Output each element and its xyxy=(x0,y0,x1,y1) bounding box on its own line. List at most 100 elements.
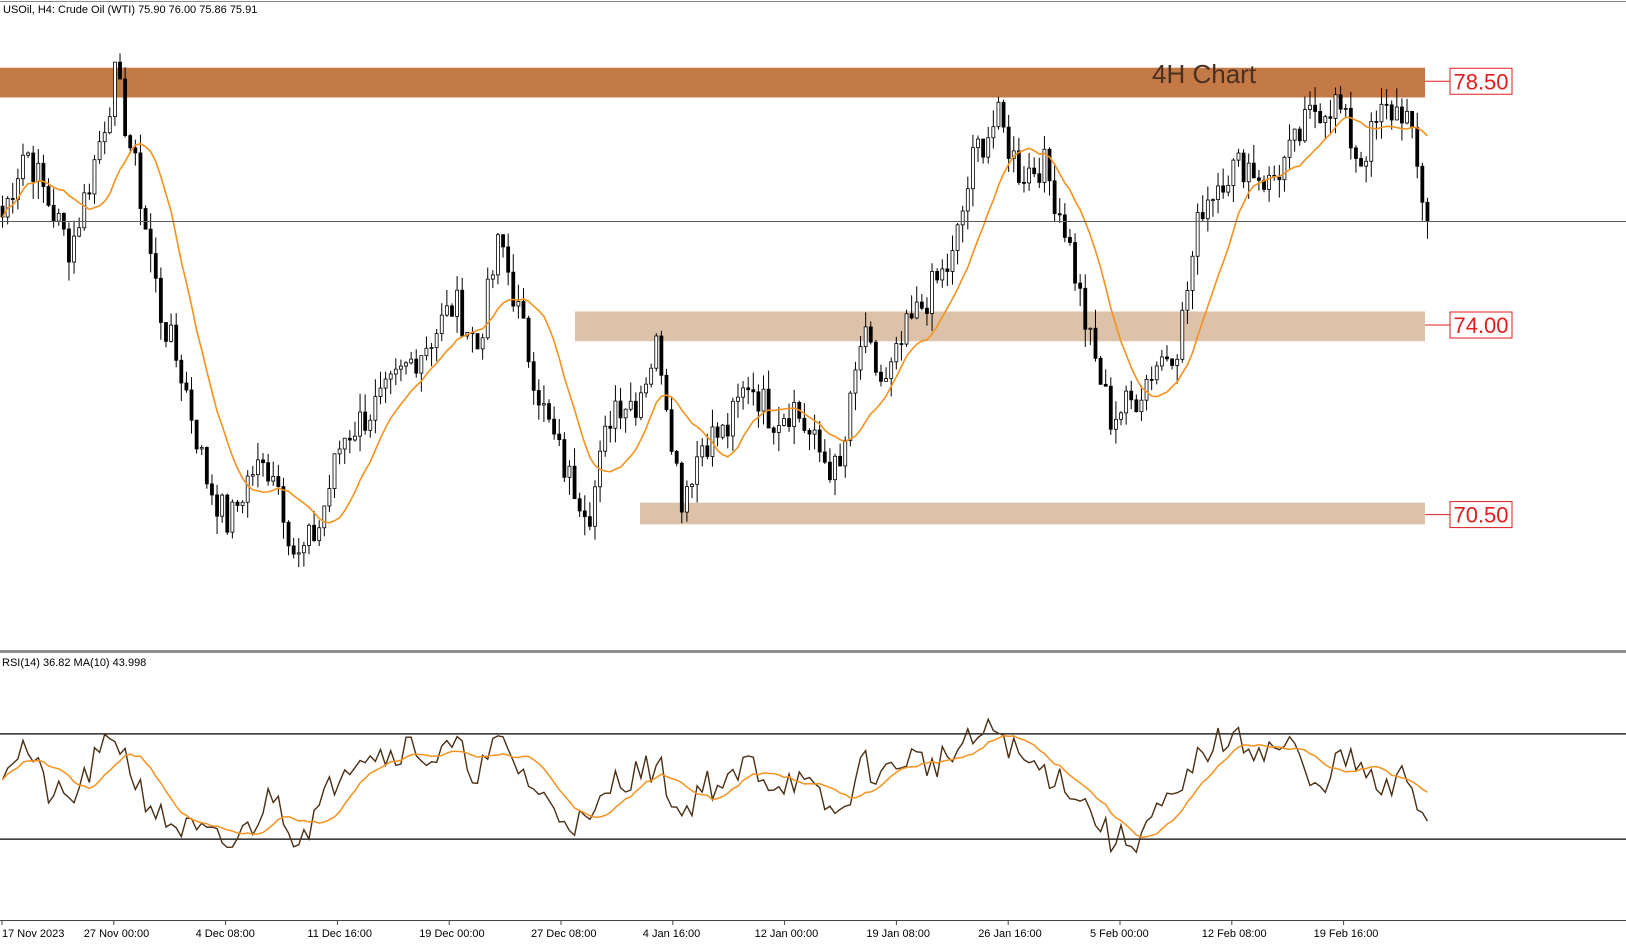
candle-body xyxy=(1114,418,1118,430)
candle-body xyxy=(210,483,214,496)
candle xyxy=(1006,114,1011,172)
candle-body xyxy=(547,403,551,420)
candle xyxy=(1124,385,1129,425)
candle-body xyxy=(429,347,434,349)
candle-body xyxy=(971,147,975,190)
candle-body xyxy=(858,346,863,371)
candle-body xyxy=(1047,148,1052,182)
candle-body xyxy=(991,126,996,139)
candle xyxy=(225,493,230,535)
candle-body xyxy=(1211,199,1215,201)
candle xyxy=(1374,110,1379,140)
candle xyxy=(429,342,434,367)
candle xyxy=(894,336,899,370)
candle-body xyxy=(363,411,368,431)
candle xyxy=(899,331,904,361)
candle xyxy=(1400,98,1404,141)
candle xyxy=(751,372,756,406)
candle-body xyxy=(51,204,56,222)
candle-body xyxy=(1175,358,1180,366)
candle-body xyxy=(434,333,439,348)
candle xyxy=(97,130,102,164)
candle xyxy=(1308,91,1312,119)
candle-body xyxy=(1062,214,1067,238)
candle-body xyxy=(485,278,490,339)
candle-body xyxy=(1277,176,1282,181)
candle xyxy=(1042,135,1047,193)
candle-body xyxy=(1226,184,1231,193)
candle-body xyxy=(1052,180,1057,215)
candle-body xyxy=(337,448,342,455)
candle xyxy=(1022,166,1026,193)
candle-body xyxy=(301,545,306,554)
candle-body xyxy=(1364,160,1369,167)
candle-body xyxy=(1246,162,1251,183)
candle xyxy=(409,351,414,365)
candle xyxy=(1405,98,1409,125)
x-tick-label: 27 Dec 08:00 xyxy=(531,928,596,940)
candle-body xyxy=(1032,167,1037,175)
candle-body xyxy=(761,388,766,412)
candle-body xyxy=(873,341,878,373)
candle xyxy=(945,253,950,286)
candle xyxy=(363,394,368,435)
candle-body xyxy=(46,186,51,206)
candle xyxy=(644,377,648,398)
candle xyxy=(710,409,715,467)
candle xyxy=(1415,112,1420,179)
candle xyxy=(868,321,873,345)
candle xyxy=(1241,149,1246,189)
candle-body xyxy=(1057,213,1062,216)
candle-body xyxy=(189,389,194,421)
candle xyxy=(276,464,281,495)
candle-body xyxy=(1016,150,1021,183)
candle-body xyxy=(164,322,168,342)
candle xyxy=(771,426,776,445)
candle xyxy=(123,67,128,138)
candle xyxy=(1348,91,1353,160)
candle-body xyxy=(981,138,986,158)
candle xyxy=(1108,377,1113,435)
candle xyxy=(633,392,638,426)
candle xyxy=(1277,164,1282,198)
candle-body xyxy=(82,192,87,229)
candle xyxy=(608,410,613,443)
candle xyxy=(1302,96,1307,143)
candle xyxy=(547,399,551,423)
candle-body xyxy=(730,400,735,437)
candle xyxy=(613,385,618,443)
candle-body xyxy=(751,389,756,393)
candle xyxy=(434,329,439,362)
candle-body xyxy=(1333,94,1338,119)
candle xyxy=(971,134,975,207)
candle xyxy=(1359,151,1363,167)
candle-body xyxy=(782,418,786,426)
candle xyxy=(669,396,674,455)
candle xyxy=(603,415,608,457)
candle xyxy=(128,133,133,154)
candle-body xyxy=(838,455,843,467)
candle xyxy=(552,406,557,440)
candle xyxy=(230,499,235,539)
candle xyxy=(1292,128,1297,152)
candle-body xyxy=(960,210,965,226)
candle xyxy=(414,349,419,378)
candle xyxy=(1088,327,1093,346)
candle xyxy=(1313,87,1317,129)
x-tick-label: 12 Jan 00:00 xyxy=(755,928,819,940)
candle-body xyxy=(368,419,373,431)
candle-body xyxy=(679,462,684,513)
candle xyxy=(1251,144,1256,179)
candle xyxy=(1093,309,1098,362)
candle xyxy=(21,143,25,186)
candle-body xyxy=(955,224,960,251)
candle-body xyxy=(1354,147,1358,159)
candle-body xyxy=(291,545,296,555)
x-tick-label: 17 Nov 2023 xyxy=(2,928,64,940)
candle xyxy=(593,480,597,540)
candle xyxy=(1175,354,1180,384)
candle-body xyxy=(807,430,812,435)
candle-body xyxy=(1282,156,1287,181)
candle xyxy=(1262,175,1266,193)
candle xyxy=(833,453,837,496)
